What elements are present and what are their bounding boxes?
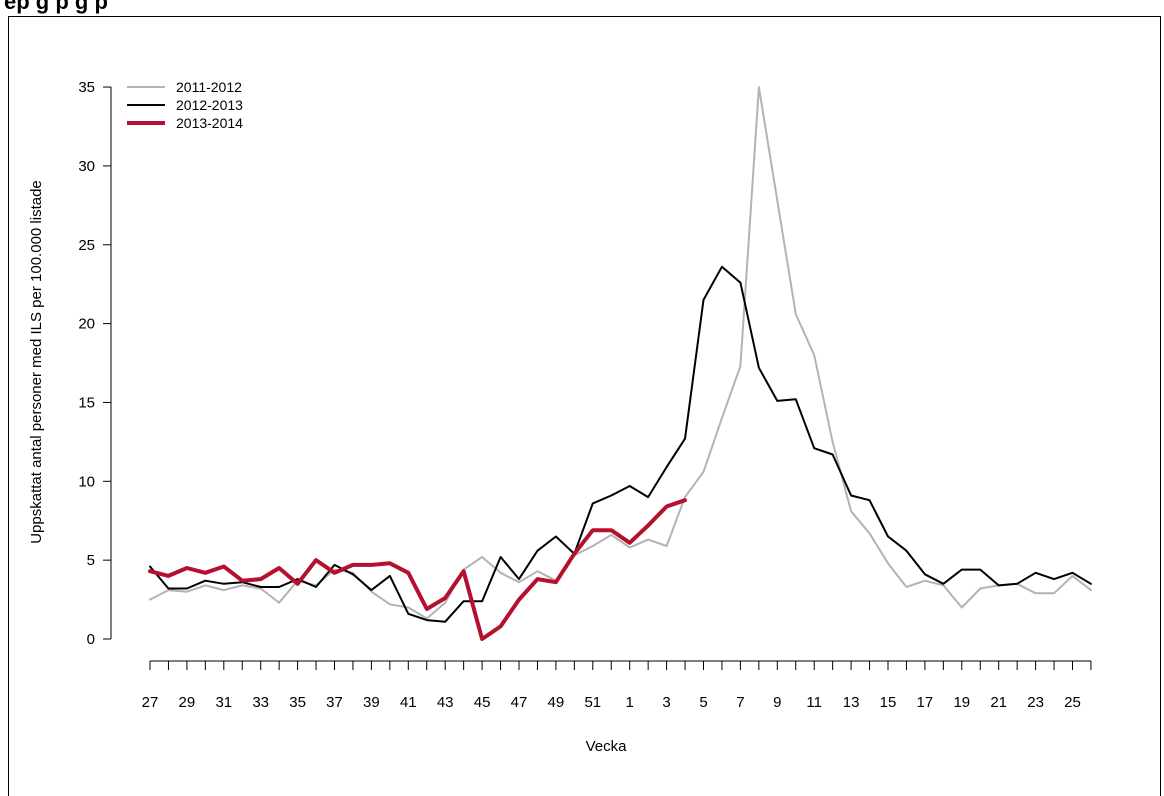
- x-tick-label: 37: [326, 694, 343, 711]
- y-tick-label: 25: [78, 237, 95, 254]
- y-tick-label: 5: [87, 552, 95, 569]
- y-axis: 0 5 10 15 20 25 30 35: [78, 79, 112, 648]
- x-tick-label: 19: [953, 694, 970, 711]
- x-tick-label: 41: [400, 694, 417, 711]
- y-tick-label: 10: [78, 473, 95, 490]
- chart-title: ep g p g p: [4, 0, 108, 14]
- x-tick-label: 15: [880, 694, 897, 711]
- x-axis: 27 29 31 33 35 37 39 41 43 45 47 49 51 1 3 5 7 9 11 13 15 17 1…: [142, 660, 1092, 711]
- series-line-2012-2013: [149, 265, 1092, 623]
- x-tick-label: 5: [699, 694, 707, 711]
- x-tick-label: 23: [1027, 694, 1044, 711]
- y-axis-label: Uppskattat antal personer med ILS per 10…: [28, 180, 45, 544]
- x-tick-label: 3: [662, 694, 670, 711]
- x-tick-label: 31: [215, 694, 232, 711]
- x-tick-label: 25: [1064, 694, 1081, 711]
- series-line-2013-2014: [148, 498, 687, 641]
- x-tick-label: 33: [252, 694, 269, 711]
- x-tick-label: 47: [511, 694, 528, 711]
- x-tick-label: 11: [806, 694, 822, 711]
- x-tick-label: 39: [363, 694, 380, 711]
- x-tick-label: 1: [626, 694, 634, 711]
- series-lines: [148, 86, 1092, 641]
- legend-label: 2012-2013: [176, 97, 243, 113]
- x-tick-label: 29: [179, 694, 196, 711]
- x-tick-label: 17: [917, 694, 934, 711]
- legend-label: 2011-2012: [176, 79, 242, 95]
- x-tick-label: 9: [773, 694, 781, 711]
- y-tick-label: 0: [87, 631, 95, 648]
- x-tick-label: 43: [437, 694, 454, 711]
- y-tick-label: 15: [78, 394, 95, 411]
- x-axis-label: Vecka: [586, 738, 628, 755]
- x-tick-label: 27: [142, 694, 159, 711]
- x-tick-label: 51: [584, 694, 601, 711]
- y-tick-label: 20: [78, 316, 95, 333]
- x-tick-label: 45: [474, 694, 491, 711]
- legend: 2011-2012 2012-2013 2013-2014: [127, 79, 243, 131]
- x-tick-label: 7: [736, 694, 744, 711]
- y-tick-label: 30: [78, 158, 95, 175]
- legend-label: 2013-2014: [176, 115, 243, 131]
- x-tick-label: 35: [289, 694, 306, 711]
- x-tick-label: 49: [548, 694, 565, 711]
- y-tick-label: 35: [78, 79, 95, 96]
- chart-frame: [8, 16, 1161, 796]
- x-tick-label: 21: [990, 694, 1007, 711]
- x-tick-label: 13: [843, 694, 860, 711]
